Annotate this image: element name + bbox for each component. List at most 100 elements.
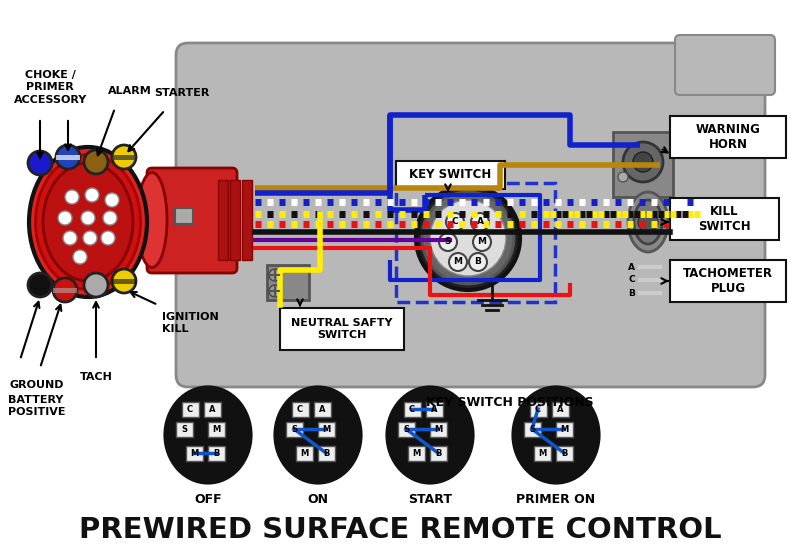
Circle shape [439, 233, 457, 251]
Text: PRIMER ON: PRIMER ON [517, 493, 595, 506]
Text: START: START [408, 493, 452, 506]
Text: C: C [535, 405, 541, 414]
Text: TACHOMETER
PLUG: TACHOMETER PLUG [683, 267, 773, 295]
Ellipse shape [387, 388, 473, 483]
Text: A: A [557, 405, 563, 414]
FancyBboxPatch shape [291, 401, 309, 416]
FancyBboxPatch shape [426, 401, 442, 416]
FancyBboxPatch shape [670, 198, 779, 240]
FancyBboxPatch shape [670, 116, 786, 158]
FancyBboxPatch shape [430, 421, 446, 436]
Text: KEY SWITCH POSITIONS: KEY SWITCH POSITIONS [426, 395, 594, 409]
Text: TACH: TACH [79, 372, 113, 382]
Text: M: M [538, 449, 546, 458]
FancyBboxPatch shape [430, 445, 446, 460]
FancyBboxPatch shape [555, 421, 573, 436]
Text: S: S [445, 237, 451, 246]
Text: S: S [181, 424, 187, 434]
FancyBboxPatch shape [286, 421, 302, 436]
Text: NEUTRAL SAFTY
SWITCH: NEUTRAL SAFTY SWITCH [291, 318, 393, 340]
Circle shape [85, 188, 99, 202]
Bar [56, 155, 80, 160]
Ellipse shape [43, 163, 133, 281]
Circle shape [56, 145, 80, 169]
FancyBboxPatch shape [523, 421, 541, 436]
Circle shape [430, 200, 506, 276]
Text: M: M [300, 449, 308, 458]
Circle shape [58, 211, 72, 225]
Text: ACCESSORY: ACCESSORY [14, 95, 87, 105]
Text: A: A [430, 405, 438, 414]
Ellipse shape [166, 388, 250, 483]
Ellipse shape [35, 155, 141, 290]
Text: ALARM: ALARM [108, 86, 152, 96]
Circle shape [112, 269, 136, 293]
Circle shape [446, 213, 464, 231]
Text: B: B [474, 257, 482, 266]
FancyBboxPatch shape [534, 445, 550, 460]
Text: S: S [291, 424, 297, 434]
FancyBboxPatch shape [407, 445, 425, 460]
FancyBboxPatch shape [203, 401, 221, 416]
Circle shape [618, 172, 628, 182]
FancyBboxPatch shape [207, 445, 225, 460]
Circle shape [269, 269, 281, 281]
FancyBboxPatch shape [396, 161, 505, 189]
Circle shape [112, 145, 136, 169]
Circle shape [105, 193, 119, 207]
Bar [175, 208, 193, 224]
Text: A: A [209, 405, 215, 414]
Circle shape [422, 192, 514, 284]
Circle shape [81, 211, 95, 225]
Circle shape [63, 231, 77, 245]
Bar [267, 265, 309, 300]
Text: B: B [323, 449, 329, 458]
Bar [112, 279, 136, 284]
Circle shape [473, 233, 491, 251]
Circle shape [633, 152, 653, 172]
Bar [613, 132, 673, 197]
Bar [218, 180, 228, 260]
FancyBboxPatch shape [175, 421, 193, 436]
Text: BATTERY
POSITIVE: BATTERY POSITIVE [8, 395, 66, 416]
Text: A: A [477, 217, 483, 226]
Text: B: B [628, 289, 635, 297]
Ellipse shape [29, 147, 147, 297]
Text: KEY SWITCH: KEY SWITCH [409, 168, 491, 181]
Circle shape [449, 253, 467, 271]
Circle shape [103, 211, 117, 225]
Text: OFF: OFF [194, 493, 222, 506]
FancyBboxPatch shape [176, 43, 765, 387]
Ellipse shape [137, 172, 167, 267]
Ellipse shape [514, 388, 598, 483]
Circle shape [83, 231, 97, 245]
Text: C: C [187, 405, 193, 414]
FancyBboxPatch shape [318, 421, 334, 436]
FancyBboxPatch shape [675, 35, 775, 95]
Text: M: M [478, 237, 486, 246]
Circle shape [84, 273, 108, 297]
Text: A: A [318, 405, 326, 414]
Circle shape [65, 190, 79, 204]
FancyBboxPatch shape [670, 260, 786, 302]
Text: M: M [190, 449, 198, 458]
Text: GROUND: GROUND [10, 380, 65, 390]
FancyBboxPatch shape [314, 401, 330, 416]
FancyBboxPatch shape [318, 445, 334, 460]
Text: S: S [529, 424, 535, 434]
Text: IGNITION
KILL: IGNITION KILL [162, 312, 218, 334]
Text: PREWIRED SURFACE REMOTE CONTROL: PREWIRED SURFACE REMOTE CONTROL [78, 516, 722, 544]
FancyBboxPatch shape [186, 445, 202, 460]
FancyBboxPatch shape [555, 445, 573, 460]
FancyBboxPatch shape [182, 401, 198, 416]
Text: B: B [561, 449, 567, 458]
Circle shape [471, 213, 489, 231]
Circle shape [84, 150, 108, 174]
Ellipse shape [275, 388, 361, 483]
FancyBboxPatch shape [280, 308, 404, 350]
FancyBboxPatch shape [147, 168, 237, 273]
Text: C: C [297, 405, 303, 414]
Text: M: M [212, 424, 220, 434]
Text: M: M [560, 424, 568, 434]
FancyBboxPatch shape [398, 421, 414, 436]
